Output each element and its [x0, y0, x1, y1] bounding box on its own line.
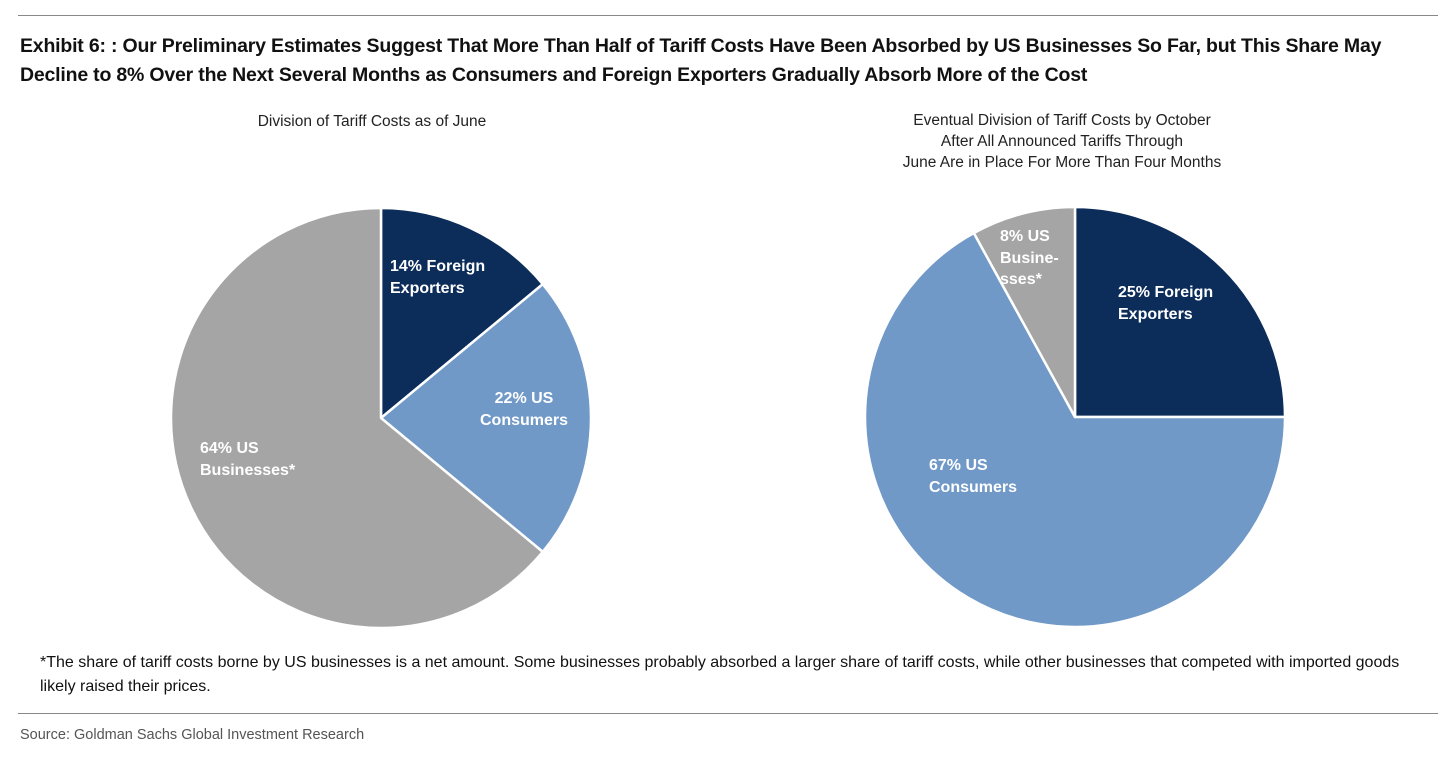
- top-rule: [18, 15, 1438, 16]
- pie-slice-us-consumers: [379, 282, 593, 554]
- slice-label-us-businesses: 8% US Busine- sses*: [1000, 226, 1059, 291]
- pie-slice-us-consumers: [863, 231, 1287, 629]
- slice-label-us-businesses: 64% US Businesses*: [200, 438, 295, 481]
- right-pie: [863, 205, 1287, 629]
- right-pie-title-line: June Are in Place For More Than Four Mon…: [902, 154, 1222, 171]
- slice-label-us-consumers: 67% US Consumers: [929, 455, 1017, 498]
- label-line: Exporters: [390, 279, 465, 297]
- exhibit-title: Exhibit 6: : Our Preliminary Estimates S…: [20, 35, 1382, 86]
- slice-label-foreign-exporters: 14% Foreign Exporters: [390, 256, 485, 299]
- bottom-rule: [18, 713, 1438, 714]
- left-pie: [169, 206, 593, 630]
- label-line: 22% US: [494, 390, 554, 407]
- label-line: 14% Foreign: [390, 258, 486, 275]
- left-pie-title: Division of Tariff Costs as of June: [257, 113, 487, 130]
- label-line: 8% US: [1000, 228, 1050, 245]
- pie-slice-foreign-exporters: [379, 206, 545, 420]
- label-line: Businesses*: [200, 461, 296, 479]
- slice-label-foreign-exporters: 25% Foreign Exporters: [1118, 282, 1213, 325]
- pie-slice-foreign-exporters: [1073, 205, 1287, 419]
- pie-slice-us-businesses: [169, 206, 545, 630]
- right-pie-title: Eventual Division of Tariff Costs by Oct…: [812, 110, 1312, 173]
- label-line: sses*: [1000, 271, 1042, 288]
- source-note: Source: Goldman Sachs Global Investment …: [20, 727, 365, 743]
- right-pie-title-line: Eventual Division of Tariff Costs by Oct…: [913, 112, 1211, 129]
- label-line: 25% Foreign: [1118, 284, 1214, 301]
- slice-label-us-consumers: 22% US Consumers: [464, 388, 584, 431]
- footnote: *The share of tariff costs borne by US b…: [40, 654, 1400, 695]
- label-line: Consumers: [479, 411, 569, 429]
- label-line: Exporters: [1118, 305, 1193, 323]
- right-pie-title-line: After All Announced Tariffs Through: [940, 133, 1184, 150]
- label-line: 64% US: [200, 440, 259, 457]
- pie-slice-us-businesses: [972, 205, 1077, 419]
- label-line: 67% US: [929, 457, 988, 474]
- label-line: Busine-: [1000, 249, 1059, 267]
- label-line: Consumers: [929, 478, 1018, 496]
